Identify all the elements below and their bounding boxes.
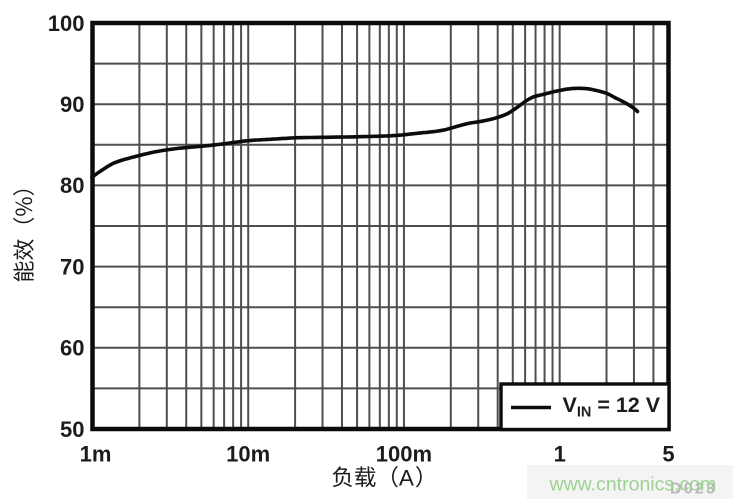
svg-text:1: 1 [554,442,566,467]
svg-text:10m: 10m [226,442,270,467]
svg-text:100m: 100m [376,442,432,467]
svg-text:5: 5 [662,442,674,467]
svg-text:D023: D023 [670,481,717,498]
svg-text:60: 60 [60,336,84,361]
svg-text:1m: 1m [80,442,112,467]
svg-text:70: 70 [60,254,84,279]
svg-text:50: 50 [60,417,84,442]
svg-text:A: A [399,465,414,490]
svg-text:100: 100 [48,11,85,36]
svg-text:80: 80 [60,173,84,198]
svg-text:90: 90 [60,92,84,117]
svg-text:www.cntronics.com: www.cntronics.com [549,474,717,496]
